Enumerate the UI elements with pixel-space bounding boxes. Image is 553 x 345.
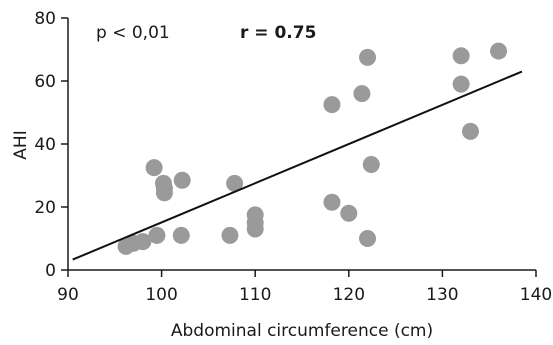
x-tick-label: 120 xyxy=(333,285,365,305)
data-points xyxy=(117,42,508,255)
x-tick-label: 100 xyxy=(145,285,177,305)
data-point xyxy=(155,184,173,202)
data-point xyxy=(323,96,341,114)
y-tick-label: 0 xyxy=(45,261,56,281)
data-point xyxy=(172,226,190,244)
x-axis-title: Abdominal circumference (cm) xyxy=(171,321,433,341)
data-point xyxy=(226,174,244,192)
data-point xyxy=(452,75,470,93)
data-point xyxy=(173,171,191,189)
x-tick-label: 130 xyxy=(426,285,458,305)
regression-line xyxy=(72,70,523,261)
p-value-annotation: p < 0,01 xyxy=(96,23,170,43)
y-tick-label: 80 xyxy=(34,9,56,29)
x-tick-label: 140 xyxy=(520,285,552,305)
r-value-annotation: r = 0.75 xyxy=(240,23,316,43)
data-point xyxy=(134,233,152,251)
data-point xyxy=(359,48,377,66)
data-point xyxy=(323,193,341,211)
y-axis-title: AHI xyxy=(11,130,31,159)
ticks: 0 20 40 60 80 90 100 110 120 130 140 xyxy=(34,9,552,305)
y-tick-label: 40 xyxy=(34,135,56,155)
y-tick-label: 20 xyxy=(34,198,56,218)
data-point xyxy=(145,159,163,177)
x-tick-label: 110 xyxy=(239,285,271,305)
data-point xyxy=(359,230,377,247)
data-point xyxy=(340,204,358,222)
data-point xyxy=(246,220,264,238)
data-point xyxy=(148,226,166,244)
data-point xyxy=(490,42,508,60)
y-tick-label: 60 xyxy=(34,72,56,92)
data-point xyxy=(221,226,239,244)
x-tick-label: 90 xyxy=(57,285,79,305)
data-point xyxy=(362,155,380,173)
data-point xyxy=(353,85,371,103)
data-point xyxy=(461,122,479,140)
data-point xyxy=(452,47,470,65)
